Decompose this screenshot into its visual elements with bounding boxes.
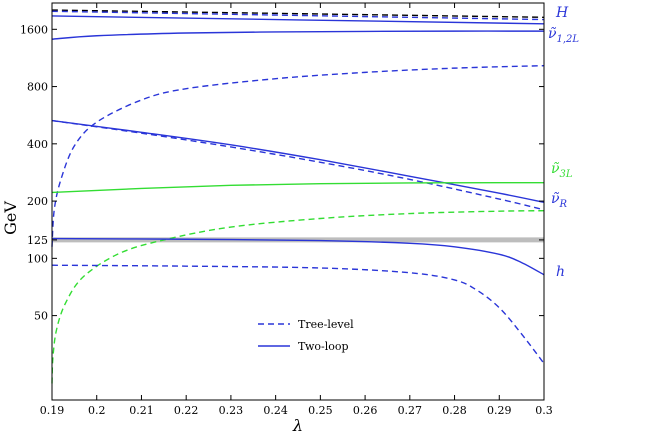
x-tick-label: 0.25 (308, 404, 333, 417)
curve-label-nu12l: ν̃1,2L (548, 26, 579, 45)
series-layer (51, 9, 545, 384)
y-tick-label: 200 (27, 195, 48, 208)
y-tick-label: 1600 (20, 23, 48, 36)
series-line-h-tree (51, 264, 545, 364)
x-axis-title: λ (292, 416, 303, 435)
x-tick-label: 0.2 (88, 404, 106, 417)
series-line-h-loop (51, 15, 545, 25)
legend-label-tree-level: Tree-level (298, 318, 354, 331)
curve-label-subscript: R (559, 199, 568, 210)
legend-label-two-loop: Two-loop (298, 340, 349, 353)
y-tick-label: 800 (27, 81, 48, 94)
x-tick-label: 0.27 (398, 404, 423, 417)
series-line-nur-tree (51, 119, 545, 211)
x-tick-label: 0.19 (40, 404, 65, 417)
curve-label-subscript: 1,2L (557, 34, 580, 45)
curve-label-nu3l: ν̃3L (551, 161, 573, 180)
y-tick-label: 50 (34, 310, 48, 323)
legend: Tree-level Two-loop (258, 318, 354, 353)
x-tick-label: 0.23 (219, 404, 244, 417)
y-tick-label: 125 (27, 234, 48, 247)
y-tick-label: 100 (27, 252, 48, 265)
y-tick-label: 400 (27, 138, 48, 151)
series-line-nu12l-tree (51, 64, 545, 247)
x-tick-label: 0.28 (442, 404, 467, 417)
x-tick-label: 0.21 (129, 404, 154, 417)
series-line-nu12l-loop (51, 30, 545, 40)
x-tick-label: 0.26 (353, 404, 378, 417)
series-line-nur-loop (51, 119, 545, 204)
x-tick-label: 0.3 (535, 404, 553, 417)
series-line-h-loop (51, 237, 545, 276)
series-line-h-tree-blue (51, 10, 545, 21)
tick-layer: 0.19 0.2 0.21 0.22 0.23 0.24 0.25 0.26 0.27 0.28 0… (20, 3, 553, 417)
series-line-nu3l-tree (51, 210, 545, 384)
y-axis-title: GeV (1, 201, 20, 235)
x-tick-label: 0.24 (263, 404, 288, 417)
x-tick-label: 0.22 (174, 404, 199, 417)
curve-label-layer: Hν̃1,2L ν̃3L ν̃R h (548, 5, 579, 280)
curve-label-nur: ν̃R (551, 191, 568, 210)
x-tick-label: 0.29 (487, 404, 512, 417)
curve-label-subscript: 3L (560, 169, 573, 180)
curve-label-h: H (555, 5, 569, 21)
series-line-nu3l-loop (51, 181, 545, 194)
series-line-h-tree (51, 9, 545, 19)
curve-label-h: h (556, 264, 565, 280)
